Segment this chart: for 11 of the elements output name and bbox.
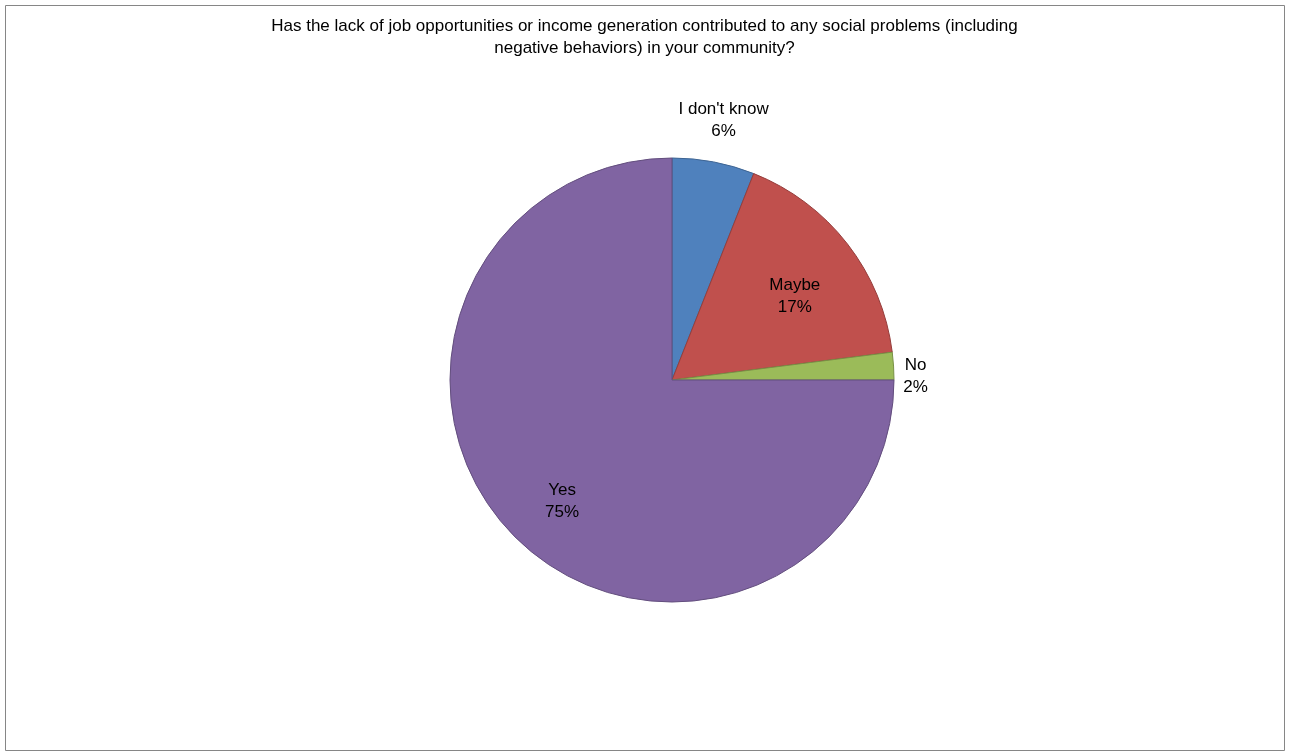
data-label: 17% — [777, 296, 812, 316]
pie-slice — [449, 157, 895, 603]
data-label: 2% — [903, 376, 928, 396]
slice-label: Yes — [548, 479, 576, 499]
chart-title: Has the lack of job opportunities or income generation contributed to any social problems (including negative behaviors) in your community? — [271, 16, 1018, 57]
slice-label: I don't know — [678, 99, 770, 119]
slice-label: No — [904, 354, 927, 374]
slice-label: Maybe — [769, 274, 821, 294]
pie-slice — [671, 173, 893, 381]
data-label: 75% — [545, 501, 580, 521]
data-label: 6% — [711, 121, 736, 141]
